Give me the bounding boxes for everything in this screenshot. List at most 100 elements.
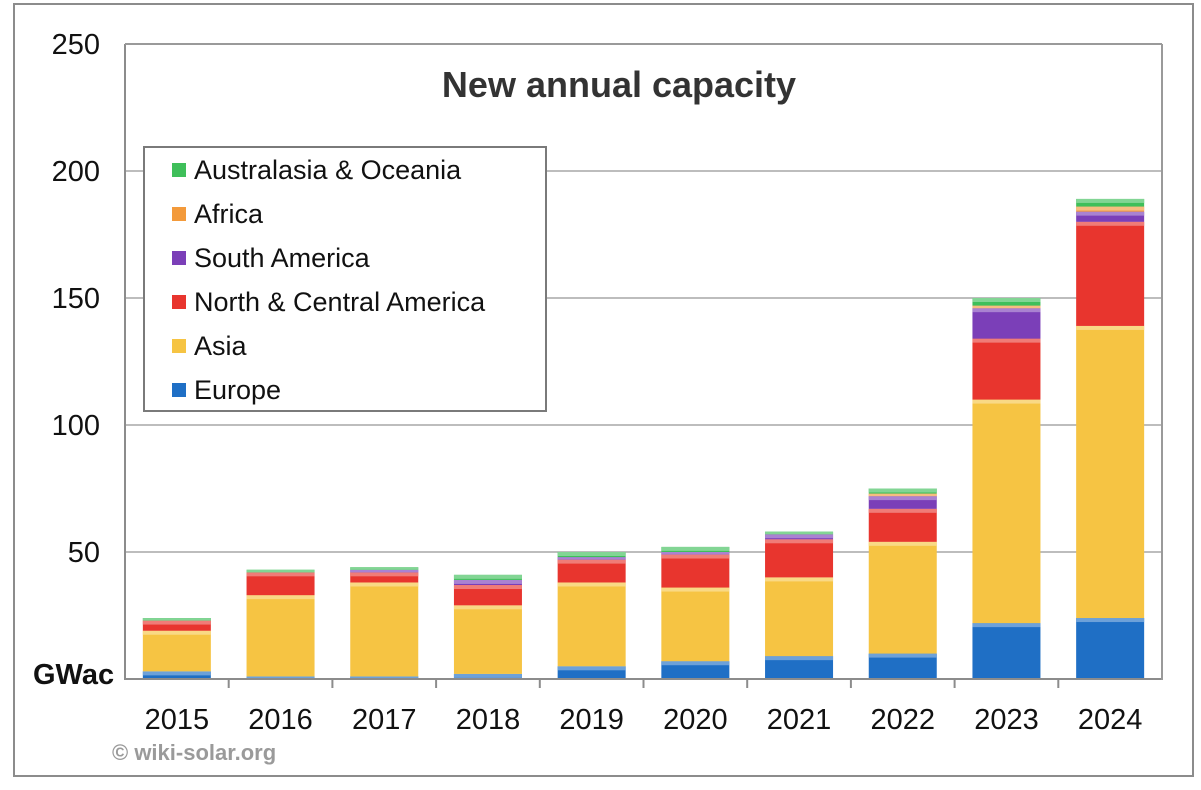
legend-swatch bbox=[172, 383, 186, 397]
y-tick-label: 100 bbox=[52, 410, 100, 442]
y-tick-label: 250 bbox=[52, 29, 100, 61]
bar-segment-highlight bbox=[868, 493, 937, 497]
bar-segment-highlight bbox=[142, 620, 211, 625]
legend-swatch bbox=[172, 207, 186, 221]
legend-swatch bbox=[172, 339, 186, 353]
bar-segment bbox=[972, 399, 1041, 624]
bar-segment-highlight bbox=[350, 567, 419, 570]
bar-segment-highlight bbox=[972, 399, 1041, 404]
bar-segment-highlight bbox=[868, 496, 937, 501]
bar-segment-highlight bbox=[868, 653, 937, 658]
bar-segment-highlight bbox=[661, 661, 730, 666]
bar-segment-highlight bbox=[661, 587, 730, 592]
bar-segment-highlight bbox=[868, 508, 937, 513]
bar-segment bbox=[972, 338, 1041, 400]
bar-segment-highlight bbox=[972, 623, 1041, 628]
bar-segment-highlight bbox=[972, 298, 1041, 302]
bar-segment-highlight bbox=[453, 579, 522, 584]
bar-segment bbox=[246, 572, 315, 596]
x-tick-labels: 2015 2016 2017 2018 2019 2020 2021 2022 2023 2024 bbox=[145, 679, 1142, 736]
bar-segment-highlight bbox=[453, 673, 522, 678]
bar-segment-highlight bbox=[246, 676, 315, 679]
bar-segment bbox=[453, 585, 522, 606]
bar-segment-highlight bbox=[453, 605, 522, 610]
bar-segment-highlight bbox=[557, 666, 626, 671]
bar-segment-highlight bbox=[142, 630, 211, 635]
bar-segment bbox=[868, 653, 937, 679]
chart-title: New annual capacity bbox=[442, 64, 796, 105]
x-tick-label: 2021 bbox=[767, 704, 832, 736]
bar-segment-highlight bbox=[1076, 198, 1145, 203]
bar-segment-highlight bbox=[557, 582, 626, 587]
bar-segment bbox=[350, 582, 419, 677]
bar-segment-highlight bbox=[765, 656, 834, 661]
x-tick-label: 2015 bbox=[145, 704, 210, 736]
bar-segment bbox=[1076, 325, 1145, 619]
bar-segment-highlight bbox=[661, 554, 730, 559]
bar-segment-highlight bbox=[453, 585, 522, 590]
legend-label: Europe bbox=[194, 375, 281, 405]
bar-segment-highlight bbox=[765, 577, 834, 582]
bar-segment-highlight bbox=[557, 552, 626, 556]
bar-segment bbox=[142, 620, 211, 631]
bar-segment-highlight bbox=[1076, 211, 1145, 216]
bar-stacks bbox=[142, 198, 1145, 679]
x-tick-label: 2023 bbox=[974, 704, 1039, 736]
bar-segment bbox=[868, 508, 937, 542]
bar-segment bbox=[557, 582, 626, 667]
legend-label: North & Central America bbox=[194, 287, 486, 317]
legend-swatch bbox=[172, 163, 186, 177]
bar-segment bbox=[765, 539, 834, 578]
bar-segment bbox=[1076, 618, 1145, 679]
bar-segment-highlight bbox=[661, 552, 730, 555]
bar-segment-highlight bbox=[972, 305, 1041, 309]
unit-label: GWac bbox=[33, 659, 114, 691]
legend-label: South America bbox=[194, 243, 371, 273]
bar-segment-highlight bbox=[868, 541, 937, 546]
bar-segment bbox=[661, 661, 730, 679]
bar-segment-highlight bbox=[972, 338, 1041, 343]
x-tick-label: 2019 bbox=[559, 704, 624, 736]
bar-segment bbox=[661, 554, 730, 588]
bar-segment-highlight bbox=[1076, 221, 1145, 226]
x-tick-label: 2017 bbox=[352, 704, 417, 736]
y-tick-labels: 50 100 150 200 250 bbox=[52, 29, 100, 569]
bar-segment bbox=[1076, 221, 1145, 326]
y-tick-label: 150 bbox=[52, 283, 100, 315]
legend: Australasia & Oceania Africa South America… bbox=[143, 146, 547, 412]
legend-swatch bbox=[172, 295, 186, 309]
bar-segment-highlight bbox=[350, 582, 419, 587]
bar-segment-highlight bbox=[765, 539, 834, 544]
bar-segment-highlight bbox=[972, 308, 1041, 313]
bar-segment-highlight bbox=[557, 557, 626, 560]
y-tick-label: 200 bbox=[52, 156, 100, 188]
legend-swatch bbox=[172, 251, 186, 265]
legend-label: Africa bbox=[194, 199, 264, 229]
legend-label: Australasia & Oceania bbox=[194, 155, 462, 185]
legend-label: Asia bbox=[194, 331, 248, 361]
bar-segment bbox=[868, 541, 937, 654]
bar-segment-highlight bbox=[142, 618, 211, 621]
bar-segment bbox=[1076, 211, 1145, 222]
bar-segment-highlight bbox=[453, 574, 522, 579]
credit-text: © wiki-solar.org bbox=[112, 740, 276, 765]
legend-box bbox=[143, 146, 547, 412]
bar-segment-highlight bbox=[1076, 325, 1145, 330]
x-tick-label: 2020 bbox=[663, 704, 728, 736]
bar-segment-highlight bbox=[557, 559, 626, 564]
x-tick-label: 2016 bbox=[248, 704, 313, 736]
bar-segment bbox=[453, 605, 522, 674]
bar-segment-highlight bbox=[765, 534, 834, 539]
bar-segment bbox=[142, 630, 211, 672]
bar-segment bbox=[350, 572, 419, 583]
bar-segment bbox=[661, 587, 730, 662]
bar-segment-highlight bbox=[661, 546, 730, 551]
bar-segment bbox=[557, 559, 626, 583]
bar-segment bbox=[765, 656, 834, 679]
bar-segment-highlight bbox=[246, 595, 315, 600]
bar-segment-highlight bbox=[868, 488, 937, 493]
bar-segment-highlight bbox=[350, 572, 419, 577]
bar-segment-highlight bbox=[1076, 618, 1145, 623]
bar-segment-highlight bbox=[1076, 206, 1145, 211]
